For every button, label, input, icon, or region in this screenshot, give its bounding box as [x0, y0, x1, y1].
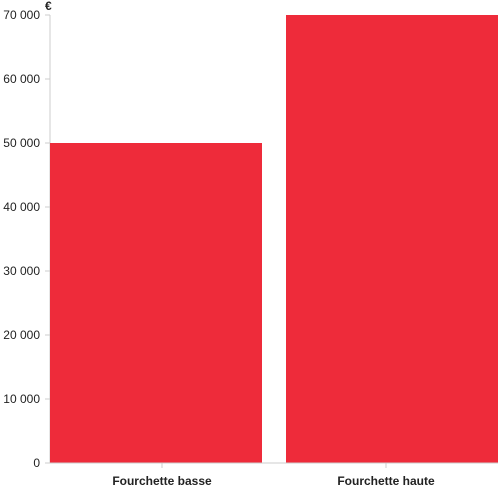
y-tick-label: 60 000 [3, 72, 40, 86]
y-tick-label: 50 000 [3, 136, 40, 150]
y-axis: 0 10 000 20 000 30 000 40 000 50 000 60 000 70 … [3, 8, 51, 470]
y-tick-label: 30 000 [3, 264, 40, 278]
y-tick-label: 0 [33, 456, 40, 470]
y-tick-label: 40 000 [3, 200, 40, 214]
x-tick-label: Fourchette haute [337, 474, 435, 488]
y-tick-label: 20 000 [3, 328, 40, 342]
y-tick-label: 10 000 [3, 392, 40, 406]
bars [50, 15, 498, 463]
y-tick-label: 70 000 [3, 8, 40, 22]
x-axis: Fourchette basse Fourchette haute [50, 462, 498, 488]
y-axis-unit-label: € [45, 0, 52, 13]
x-tick-label: Fourchette basse [112, 474, 212, 488]
bar [286, 15, 498, 463]
bar [50, 143, 262, 463]
